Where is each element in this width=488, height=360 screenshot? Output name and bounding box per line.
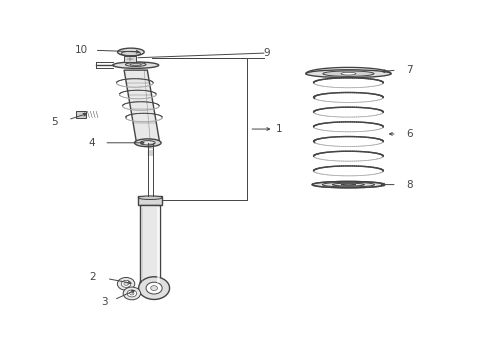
Text: 6: 6 xyxy=(406,129,412,139)
Text: 2: 2 xyxy=(89,273,95,283)
Text: 10: 10 xyxy=(74,45,87,55)
Ellipse shape xyxy=(138,196,162,199)
FancyBboxPatch shape xyxy=(124,56,136,62)
Polygon shape xyxy=(124,70,159,141)
Ellipse shape xyxy=(340,72,355,75)
Ellipse shape xyxy=(140,141,155,145)
Text: 9: 9 xyxy=(264,48,270,58)
Text: 8: 8 xyxy=(406,180,412,190)
Circle shape xyxy=(138,277,169,300)
Circle shape xyxy=(150,285,157,291)
Ellipse shape xyxy=(121,51,140,55)
Circle shape xyxy=(123,282,128,285)
Circle shape xyxy=(127,290,136,297)
Circle shape xyxy=(129,292,134,295)
Bar xyxy=(138,196,162,205)
Text: 3: 3 xyxy=(101,297,107,307)
Circle shape xyxy=(146,282,162,294)
Ellipse shape xyxy=(130,64,141,66)
Text: 1: 1 xyxy=(275,124,282,134)
Circle shape xyxy=(123,287,140,300)
Ellipse shape xyxy=(117,48,144,56)
Bar xyxy=(140,205,160,283)
Ellipse shape xyxy=(305,70,390,77)
Circle shape xyxy=(117,278,135,290)
Text: 5: 5 xyxy=(52,117,58,126)
Ellipse shape xyxy=(140,280,160,286)
Ellipse shape xyxy=(134,139,161,147)
Ellipse shape xyxy=(125,63,146,67)
Circle shape xyxy=(121,280,131,287)
Text: 4: 4 xyxy=(89,138,95,148)
Ellipse shape xyxy=(322,71,373,76)
Text: 7: 7 xyxy=(406,65,412,75)
Ellipse shape xyxy=(113,62,159,68)
FancyBboxPatch shape xyxy=(76,111,86,118)
Ellipse shape xyxy=(311,181,384,188)
